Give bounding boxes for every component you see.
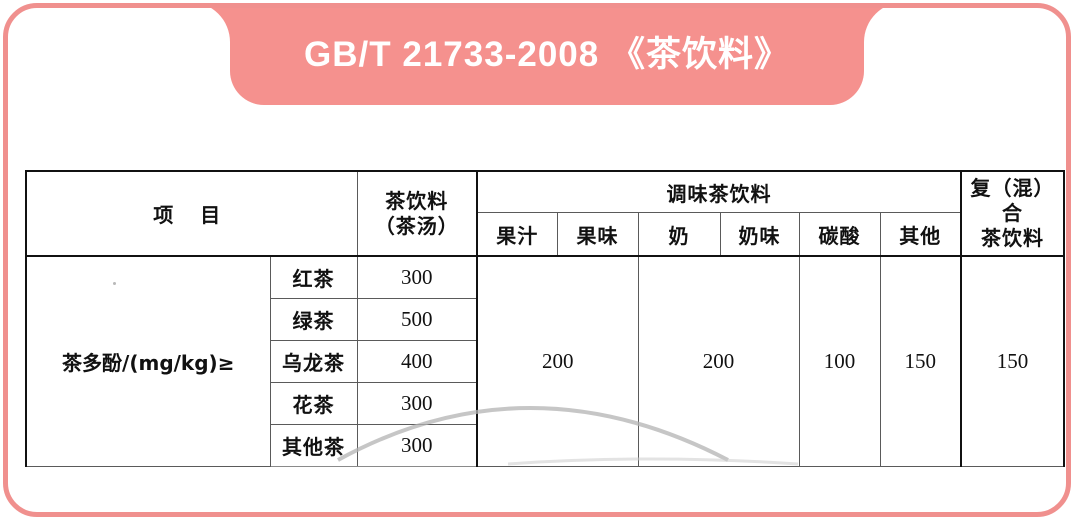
cell-tea-beverage-value: 300 (356, 255, 478, 299)
cell-tea-beverage-value: 500 (356, 298, 478, 341)
table-row: 茶多酚/(mg/kg)≥ 红茶 300 200 200 100 150 150 (25, 255, 1066, 467)
header-col-fruit-flavor: 果味 (556, 212, 639, 257)
table-header-row-columns: 果汁 果味 奶 奶味 碳酸 其他 (26, 212, 1064, 257)
cell-tea-type: 乌龙茶 (269, 340, 358, 383)
cell-flavored-milk: 200 (637, 255, 800, 467)
table-header-row-group: 项 目 茶饮料 （茶汤） 调味茶饮料 复（混）合 茶饮料 (25, 170, 1066, 257)
header-col-milk: 奶 (637, 212, 721, 257)
table-row: 绿茶 500 (26, 298, 1064, 341)
header-compound-line2: 茶饮料 (981, 226, 1045, 250)
header-tea-beverage: 茶饮料 （茶汤） (356, 170, 478, 257)
page-title: GB/T 21733-2008 《茶饮料》 (304, 35, 790, 74)
cell-tea-beverage-value: 300 (356, 424, 478, 467)
cell-tea-beverage-value: 300 (356, 382, 478, 425)
scan-ink-dot (113, 282, 116, 285)
header-col-juice: 果汁 (476, 212, 558, 257)
row-metric-label: 茶多酚/(mg/kg)≥ (25, 255, 271, 467)
header-col-milk-flavor: 奶味 (719, 212, 800, 257)
header-col-other: 其他 (879, 212, 962, 257)
cell-flavored-juice-fruit: 200 (476, 255, 639, 467)
header-banner: GB/T 21733-2008 《茶饮料》 (230, 8, 864, 105)
cell-compound-value: 150 (960, 255, 1066, 467)
cell-tea-type: 花茶 (269, 382, 358, 425)
cell-tea-type: 红茶 (269, 255, 358, 299)
cell-flavored-carbonated: 100 (798, 255, 881, 467)
header-tea-beverage-line2: （茶汤） (374, 213, 459, 238)
cell-tea-type: 其他茶 (269, 424, 358, 467)
content-card: GB/T 21733-2008 《茶饮料》 项 目 茶饮料 (3, 3, 1071, 517)
header-col-carbonated: 碳酸 (798, 212, 881, 257)
header-tea-beverage-line1: 茶饮料 (385, 188, 449, 213)
banner-notch-left (190, 8, 230, 48)
specification-table: 项 目 茶饮料 （茶汤） 调味茶饮料 复（混）合 茶饮料 果汁 果味 奶 奶味 … (25, 170, 1066, 467)
header-item: 项 目 (25, 170, 358, 257)
header-compound-line1: 复（混）合 (970, 176, 1055, 225)
cell-tea-type: 绿茶 (269, 298, 358, 341)
cell-flavored-other: 150 (879, 255, 962, 467)
header-flavored-group: 调味茶饮料 (476, 170, 962, 213)
header-compound: 复（混）合 茶饮料 (960, 170, 1066, 257)
cell-tea-beverage-value: 400 (356, 340, 478, 383)
banner-notch-right (864, 8, 904, 48)
